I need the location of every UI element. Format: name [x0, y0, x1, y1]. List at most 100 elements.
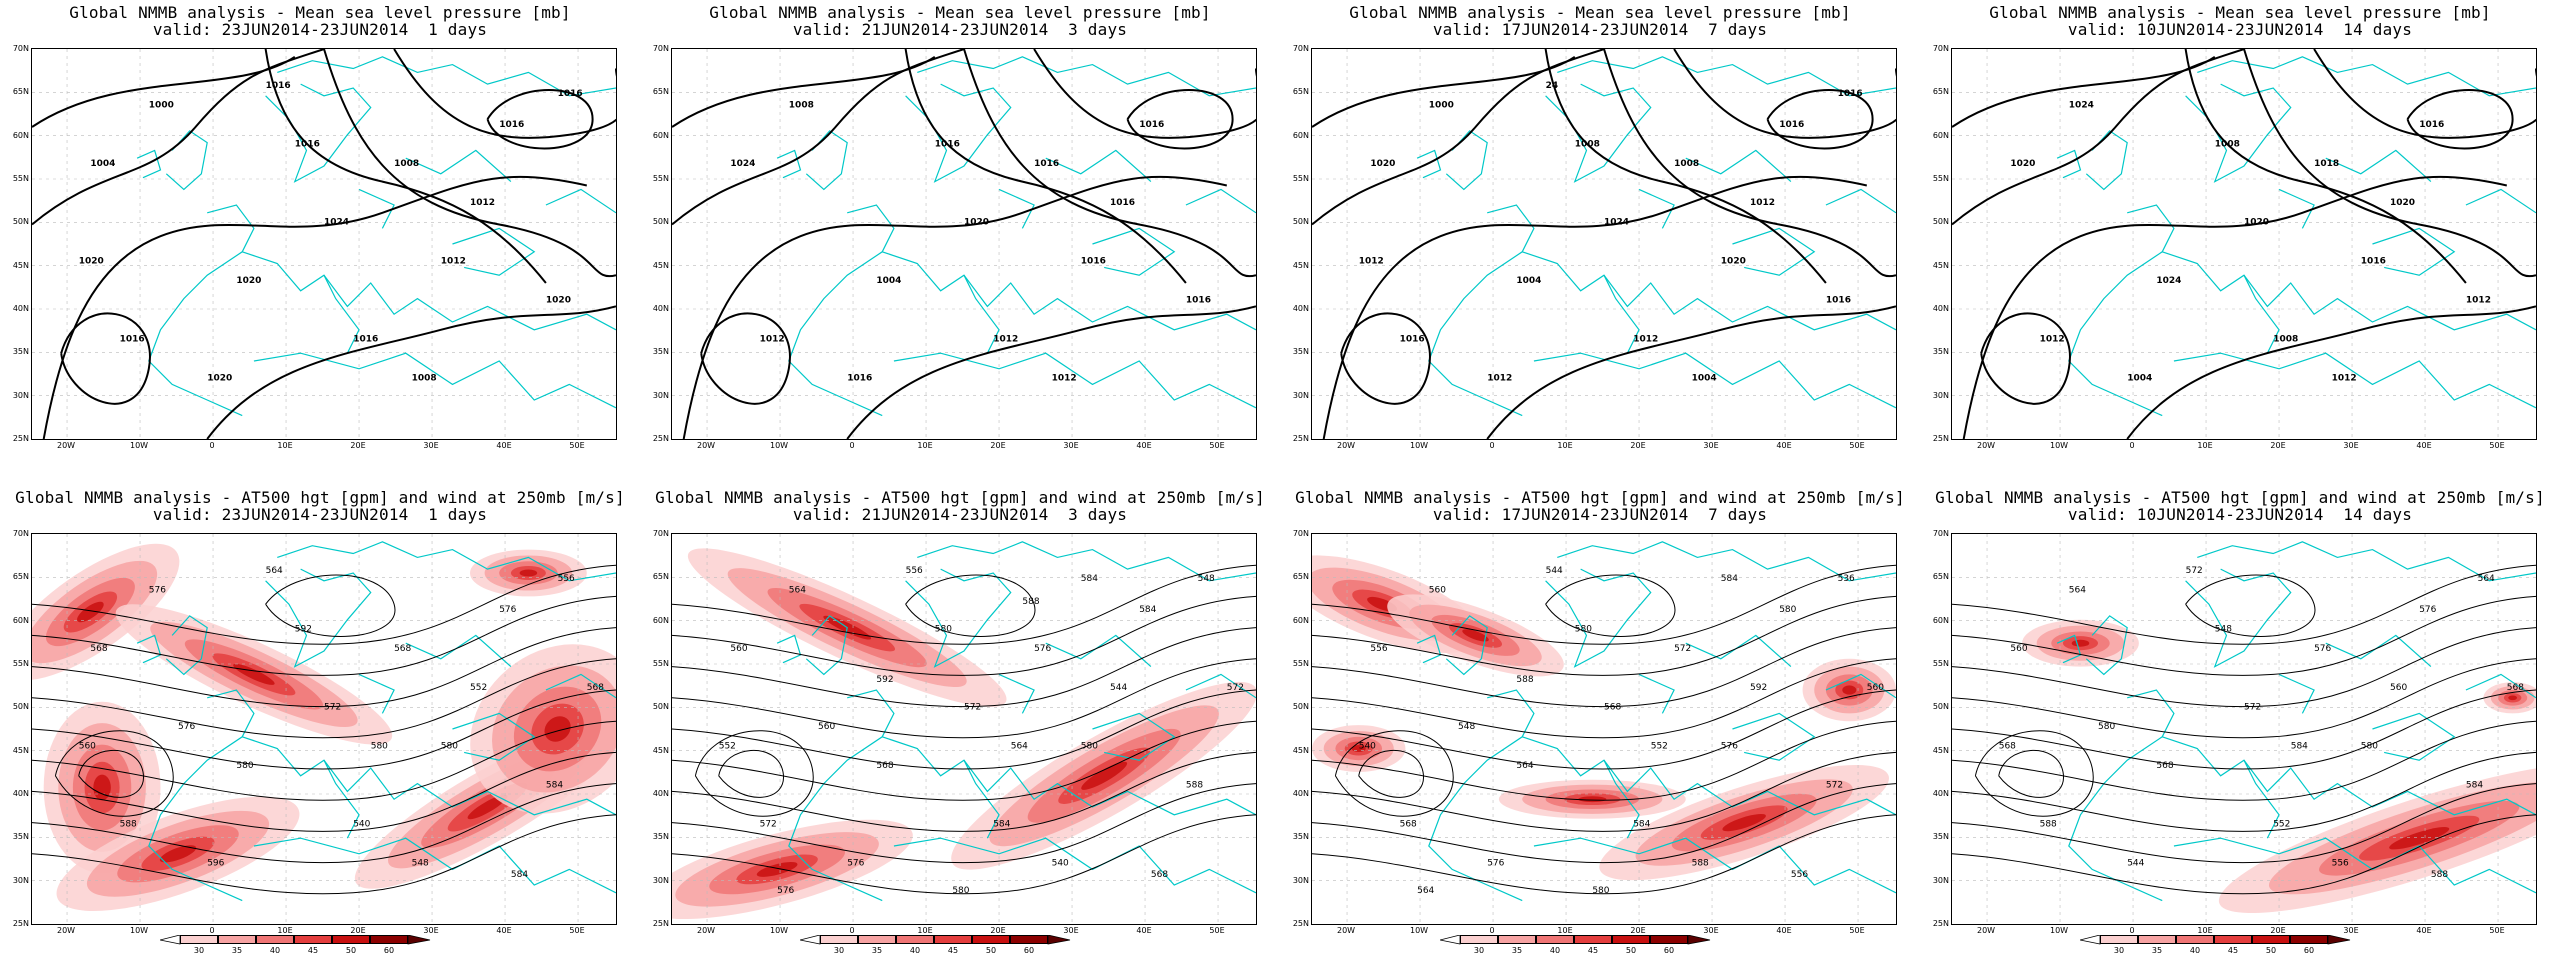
contour-label: 1018: [2314, 159, 2339, 169]
lat-tick-label: 30N: [1932, 390, 1949, 400]
coastline: [323, 274, 360, 354]
map-frame: 560 564 568 572 576 580 576 584 588 544 548 552 556 5…: [1951, 533, 2537, 925]
height-contour: [32, 564, 616, 645]
jet-wind-shading: [2022, 619, 2139, 667]
map-canvas: 1024 1008 1004 1020 1016 1016 1016 1016 1012 1016…: [672, 49, 1256, 439]
colorbar-segment: [1574, 935, 1612, 944]
coastline: [1825, 188, 1896, 214]
contour-label: 560: [818, 722, 835, 732]
coastline: [2085, 130, 2128, 191]
contour-label: 1016: [295, 140, 320, 150]
height-contour: [1312, 814, 1896, 895]
contour-label: 572: [1826, 781, 1843, 791]
coastline: [1638, 188, 1675, 229]
coastline: [358, 188, 395, 229]
lon-tick-label: 40E: [2416, 926, 2432, 935]
lon-tick-label: 10E: [2197, 926, 2213, 935]
lat-tick-label: 65N: [1932, 572, 1949, 582]
contour-label: 560: [1867, 683, 1884, 693]
contour-label: 1012: [470, 198, 495, 208]
coastline: [405, 149, 512, 183]
contour-label: 564: [266, 566, 283, 576]
contour-label: 556: [558, 574, 575, 584]
colorbar-label: 45: [2227, 946, 2239, 955]
contour-label: 1004: [2127, 374, 2152, 384]
colorbar-label: 30: [193, 946, 205, 955]
height-contour: [672, 783, 1256, 864]
contour-label: 588: [1692, 859, 1709, 869]
contour-label: 1008: [2215, 140, 2240, 150]
lat-tick-label: 55N: [12, 174, 29, 183]
contour-label: 560: [2390, 683, 2407, 693]
colorbar-segment: [896, 935, 934, 944]
isobar: [1603, 49, 1896, 278]
colorbar-label: 30: [833, 946, 845, 955]
lon-tick-label: 50E: [1209, 926, 1225, 935]
wind-colorbar: 30 35 40 45 50 60: [160, 935, 500, 959]
colorbar-label: 40: [1549, 946, 1561, 955]
colorbar-segment: [1460, 935, 1498, 944]
isobar: [672, 49, 965, 226]
height-contour: [32, 627, 616, 708]
height-contour: [672, 814, 1256, 895]
contour-label: 572: [2186, 566, 2203, 576]
lat-tick-label: 40N: [12, 304, 29, 313]
coastline: [265, 568, 372, 668]
contour-label: 1016: [558, 89, 583, 99]
coastline: [1545, 568, 1652, 668]
isobar: [963, 49, 1256, 278]
height-contour: [32, 595, 616, 676]
contour-label: 1016: [1838, 89, 1863, 99]
contour-label: 1020: [546, 296, 571, 306]
contour-label: 572: [2244, 703, 2261, 713]
lon-tick-label: 10W: [1409, 926, 1429, 935]
colorbar-label: 30: [2113, 946, 2125, 955]
contour-label: 1016: [1400, 335, 1425, 345]
colorbar-segment: [2176, 935, 2214, 944]
contour-label: 1020: [2244, 218, 2269, 228]
contour-label: 1012: [1750, 198, 1775, 208]
contour-label: 584: [2466, 781, 2483, 791]
map-canvas: 560 564 568 572 576 580 584 588 572 576 580 584 540 5…: [672, 534, 1256, 924]
lon-tick-label: 10W: [1409, 441, 1429, 450]
isobar: [2243, 49, 2536, 278]
coastline: [165, 130, 208, 191]
contour-label: 588: [2431, 870, 2448, 880]
colorbar-segment: [370, 935, 408, 944]
lon-tick-label: 10E: [277, 926, 293, 935]
contour-label: 584: [2291, 742, 2308, 752]
contour-label: 536: [1838, 574, 1855, 584]
lat-tick-label: 55N: [652, 174, 669, 183]
lat-tick-label: 45N: [1292, 260, 1309, 270]
lat-tick-label: 40N: [1292, 304, 1309, 313]
lat-tick-label: 70N: [12, 529, 29, 538]
colorbar-segment: [934, 935, 972, 944]
lon-tick-label: 20W: [696, 441, 716, 450]
height-contour: [1952, 720, 2536, 801]
lon-tick-label: 10E: [1557, 441, 1573, 450]
colorbar-label: 60: [383, 946, 395, 955]
coastline: [998, 673, 1035, 714]
lon-tick-label: 40E: [1776, 926, 1792, 935]
lon-tick-label: 10E: [277, 441, 293, 450]
map-frame: 1004 1000 1020 1024 1008 1012 1016 1020 1016 1020…: [31, 48, 617, 440]
height-contour: [32, 720, 616, 801]
contour-label: 1016: [847, 374, 872, 384]
contour-label: 588: [1186, 781, 1203, 791]
isobar: [2406, 89, 2514, 150]
coastline: [2243, 274, 2280, 354]
contour-label: 588: [1022, 597, 1039, 607]
lat-tick-label: 70N: [12, 44, 29, 53]
lat-tick-label: 25N: [1932, 919, 1949, 928]
coastline: [882, 736, 1256, 816]
lat-tick-label: 25N: [1292, 919, 1309, 928]
contour-label: 576: [499, 605, 516, 615]
coastline: [1185, 673, 1256, 699]
lat-tick-label: 45N: [1292, 745, 1309, 755]
height-contour: [1952, 627, 2536, 708]
lat-tick-label: 60N: [12, 130, 29, 140]
height-contour: [265, 574, 396, 637]
contour-label: 1012: [2332, 374, 2357, 384]
contour-label: 556: [1791, 870, 1808, 880]
coastline: [148, 204, 255, 417]
